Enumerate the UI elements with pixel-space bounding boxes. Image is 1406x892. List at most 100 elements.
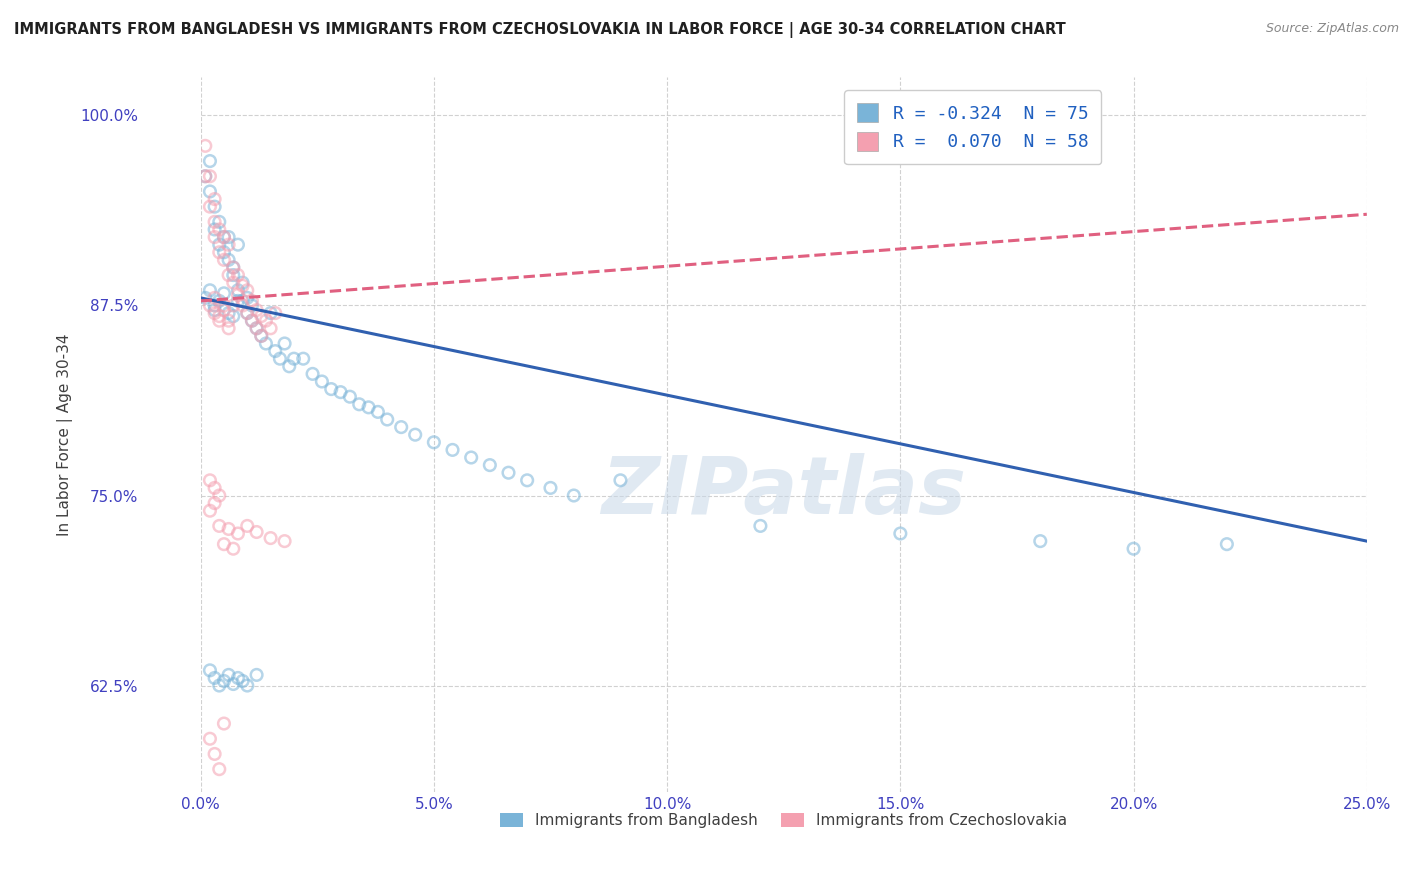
Point [204, 671, 226, 685]
Point [250, 329, 273, 343]
Point [208, 237, 231, 252]
Point [198, 154, 221, 169]
Point [212, 716, 235, 731]
Point [232, 278, 254, 293]
Point [212, 252, 235, 267]
Point [232, 673, 254, 688]
Point [246, 321, 269, 335]
Point [264, 344, 287, 359]
Point [222, 309, 245, 323]
Point [264, 306, 287, 320]
Point [240, 298, 263, 312]
Point [423, 435, 446, 450]
Legend: Immigrants from Bangladesh, Immigrants from Czechoslovakia: Immigrants from Bangladesh, Immigrants f… [494, 807, 1073, 834]
Point [250, 309, 273, 323]
Point [1122, 541, 1144, 556]
Point [609, 473, 631, 487]
Point [212, 245, 235, 260]
Point [292, 351, 315, 366]
Point [198, 185, 221, 199]
Point [226, 526, 249, 541]
Point [204, 291, 226, 305]
Point [222, 276, 245, 290]
Point [226, 283, 249, 297]
Point [240, 314, 263, 328]
Point [232, 293, 254, 308]
Point [212, 537, 235, 551]
Point [204, 496, 226, 510]
Point [204, 230, 226, 244]
Point [198, 298, 221, 312]
Point [212, 230, 235, 244]
Text: IMMIGRANTS FROM BANGLADESH VS IMMIGRANTS FROM CZECHOSLOVAKIA IN LABOR FORCE | AG: IMMIGRANTS FROM BANGLADESH VS IMMIGRANTS… [14, 22, 1066, 38]
Point [311, 375, 333, 389]
Point [208, 293, 231, 308]
Point [389, 420, 412, 434]
Point [208, 314, 231, 328]
Point [194, 169, 217, 184]
Point [198, 283, 221, 297]
Point [240, 314, 263, 328]
Point [198, 731, 221, 746]
Point [540, 481, 562, 495]
Point [218, 252, 240, 267]
Point [226, 293, 249, 308]
Point [204, 200, 226, 214]
Point [259, 321, 281, 335]
Point [208, 215, 231, 229]
Y-axis label: In Labor Force | Age 30-34: In Labor Force | Age 30-34 [58, 334, 73, 536]
Point [198, 200, 221, 214]
Point [222, 298, 245, 312]
Point [749, 519, 772, 533]
Point [246, 524, 269, 539]
Point [194, 291, 217, 305]
Point [204, 215, 226, 229]
Point [226, 268, 249, 282]
Point [218, 230, 240, 244]
Point [321, 382, 343, 396]
Point [212, 303, 235, 318]
Point [226, 237, 249, 252]
Point [236, 291, 259, 305]
Point [194, 139, 217, 153]
Point [218, 522, 240, 536]
Point [212, 673, 235, 688]
Point [222, 541, 245, 556]
Point [204, 306, 226, 320]
Point [269, 351, 291, 366]
Point [889, 526, 911, 541]
Point [204, 747, 226, 761]
Point [198, 504, 221, 518]
Point [222, 268, 245, 282]
Point [254, 314, 277, 328]
Point [212, 286, 235, 301]
Point [460, 450, 482, 465]
Point [218, 668, 240, 682]
Point [478, 458, 501, 472]
Text: Source: ZipAtlas.com: Source: ZipAtlas.com [1265, 22, 1399, 36]
Point [259, 531, 281, 545]
Point [204, 222, 226, 236]
Point [250, 329, 273, 343]
Point [198, 664, 221, 678]
Point [240, 293, 263, 308]
Point [226, 288, 249, 302]
Point [208, 762, 231, 776]
Point [236, 306, 259, 320]
Point [301, 367, 323, 381]
Point [208, 222, 231, 236]
Point [218, 268, 240, 282]
Point [204, 192, 226, 206]
Point [404, 427, 426, 442]
Point [198, 473, 221, 487]
Point [222, 260, 245, 275]
Point [212, 298, 235, 312]
Point [246, 321, 269, 335]
Point [222, 260, 245, 275]
Point [218, 321, 240, 335]
Point [208, 245, 231, 260]
Point [339, 390, 361, 404]
Point [208, 309, 231, 323]
Point [246, 303, 269, 318]
Point [254, 336, 277, 351]
